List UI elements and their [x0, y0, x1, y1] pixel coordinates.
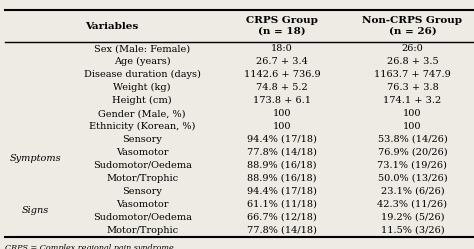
Text: 23.1% (6/26): 23.1% (6/26) — [381, 187, 444, 196]
Text: 73.1% (19/26): 73.1% (19/26) — [377, 161, 447, 170]
Text: 1163.7 + 747.9: 1163.7 + 747.9 — [374, 70, 451, 79]
Text: Sensory: Sensory — [122, 187, 162, 196]
Text: 1142.6 + 736.9: 1142.6 + 736.9 — [244, 70, 320, 79]
Text: 173.8 + 6.1: 173.8 + 6.1 — [253, 96, 311, 105]
Text: Vasomotor: Vasomotor — [116, 200, 168, 209]
Text: 26.7 + 3.4: 26.7 + 3.4 — [256, 57, 308, 66]
Text: 94.4% (17/18): 94.4% (17/18) — [247, 135, 317, 144]
Text: Signs: Signs — [22, 206, 49, 215]
Text: 66.7% (12/18): 66.7% (12/18) — [247, 213, 317, 222]
Text: 174.1 + 3.2: 174.1 + 3.2 — [383, 96, 441, 105]
Text: Sudomotor/Oedema: Sudomotor/Oedema — [93, 213, 191, 222]
Text: Non-CRPS Group
(n = 26): Non-CRPS Group (n = 26) — [363, 16, 462, 36]
Text: Age (years): Age (years) — [114, 57, 171, 66]
Text: Sensory: Sensory — [122, 135, 162, 144]
Text: 53.8% (14/26): 53.8% (14/26) — [377, 135, 447, 144]
Text: 100: 100 — [403, 109, 422, 118]
Text: 77.8% (14/18): 77.8% (14/18) — [247, 148, 317, 157]
Text: Sudomotor/Oedema: Sudomotor/Oedema — [93, 161, 191, 170]
Text: 76.9% (20/26): 76.9% (20/26) — [378, 148, 447, 157]
Text: 100: 100 — [273, 122, 292, 131]
Text: 88.9% (16/18): 88.9% (16/18) — [247, 174, 317, 183]
Text: 77.8% (14/18): 77.8% (14/18) — [247, 226, 317, 235]
Text: Disease duration (days): Disease duration (days) — [84, 70, 201, 79]
Text: Weight (kg): Weight (kg) — [113, 83, 171, 92]
Text: Gender (Male, %): Gender (Male, %) — [99, 109, 186, 118]
Text: 88.9% (16/18): 88.9% (16/18) — [247, 161, 317, 170]
Text: 18:0: 18:0 — [271, 44, 293, 53]
Text: 61.1% (11/18): 61.1% (11/18) — [247, 200, 317, 209]
Text: CRPS Group
(n = 18): CRPS Group (n = 18) — [246, 16, 318, 36]
Text: Motor/Trophic: Motor/Trophic — [106, 226, 178, 235]
Text: 11.5% (3/26): 11.5% (3/26) — [381, 226, 444, 235]
Text: 76.3 + 3.8: 76.3 + 3.8 — [386, 83, 438, 92]
Text: 100: 100 — [273, 109, 292, 118]
Text: 42.3% (11/26): 42.3% (11/26) — [377, 200, 447, 209]
Text: 94.4% (17/18): 94.4% (17/18) — [247, 187, 317, 196]
Text: 26.8 + 3.5: 26.8 + 3.5 — [387, 57, 438, 66]
Text: Variables: Variables — [85, 22, 138, 31]
Text: Motor/Trophic: Motor/Trophic — [106, 174, 178, 183]
Text: Vasomotor: Vasomotor — [116, 148, 168, 157]
Text: 74.8 + 5.2: 74.8 + 5.2 — [256, 83, 308, 92]
Text: Symptoms: Symptoms — [10, 154, 61, 163]
Text: Sex (Male: Female): Sex (Male: Female) — [94, 44, 190, 53]
Text: CRPS = Complex regional pain syndrome.: CRPS = Complex regional pain syndrome. — [5, 244, 176, 249]
Text: 26:0: 26:0 — [401, 44, 423, 53]
Text: Ethnicity (Korean, %): Ethnicity (Korean, %) — [89, 122, 195, 131]
Text: Height (cm): Height (cm) — [112, 96, 172, 105]
Text: 19.2% (5/26): 19.2% (5/26) — [381, 213, 444, 222]
Text: 50.0% (13/26): 50.0% (13/26) — [378, 174, 447, 183]
Text: 100: 100 — [403, 122, 422, 131]
